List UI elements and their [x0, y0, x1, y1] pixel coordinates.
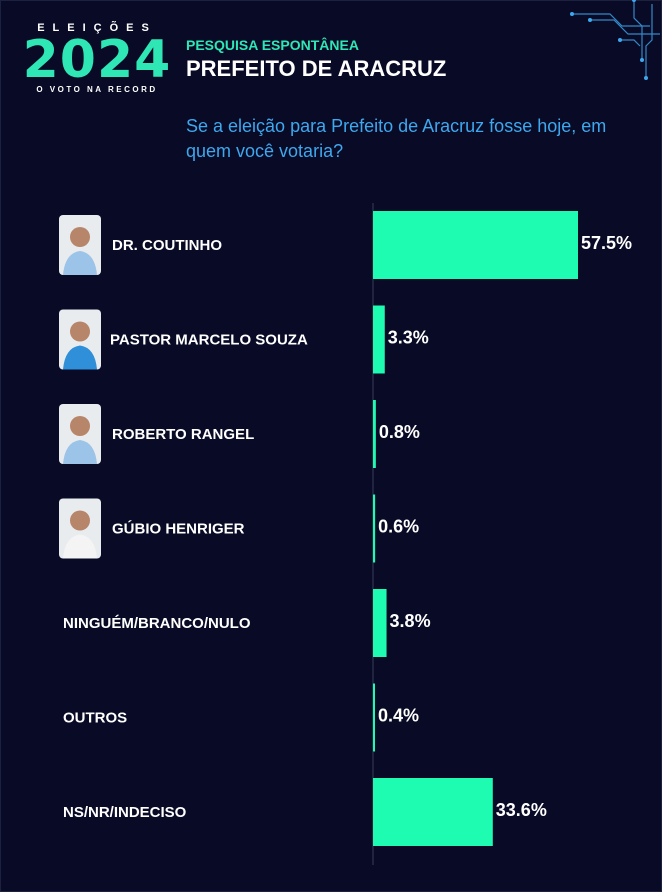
value-label: 3.3% — [388, 328, 429, 348]
category-label: GÚBIO HENRIGER — [112, 520, 245, 538]
value-label: 0.8% — [379, 422, 420, 442]
value-label: 33.6% — [496, 800, 547, 820]
survey-type: PESQUISA ESPONTÂNEA — [186, 37, 359, 53]
candidate-photo-icon — [59, 498, 101, 559]
bar — [373, 211, 578, 279]
category-label: OUTROS — [63, 710, 127, 727]
value-label: 0.4% — [378, 706, 419, 726]
bar — [373, 494, 376, 563]
circuit-decoration-icon — [570, 0, 660, 80]
logo-top-text: ELEIÇÕES — [37, 22, 157, 34]
bar — [373, 683, 375, 752]
category-label: ROBERTO RANGEL — [112, 426, 254, 443]
bar — [373, 589, 387, 657]
value-label: 0.6% — [378, 517, 419, 537]
category-label: DR. COUTINHO — [112, 237, 222, 254]
category-label: NS/NR/INDECISO — [63, 804, 187, 821]
survey-question: Se a eleição para Prefeito de Aracruz fo… — [186, 116, 607, 161]
candidate-photo-icon — [59, 215, 101, 275]
elections-2024-logo: ELEIÇÕES 2024 O VOTO NA RECORD — [22, 22, 172, 96]
bar — [373, 778, 493, 846]
candidate-photo-icon — [59, 309, 101, 370]
candidate-photo-icon — [59, 404, 101, 464]
logo-year: 2024 — [22, 30, 172, 90]
category-label: NINGUÉM/BRANCO/NULO — [63, 615, 251, 632]
category-label: PASTOR MARCELO SOUZA — [110, 332, 308, 349]
value-label: 3.8% — [390, 611, 431, 631]
bar — [373, 305, 385, 374]
logo-bottom-text: O VOTO NA RECORD — [36, 85, 158, 94]
page-title: PREFEITO DE ARACRUZ — [186, 56, 447, 81]
value-label: 57.5% — [581, 233, 632, 253]
horizontal-bar-chart: DR. COUTINHO 57.5% PASTOR MARCELO SOUZA 3.3… — [59, 203, 632, 865]
bar — [373, 400, 376, 468]
